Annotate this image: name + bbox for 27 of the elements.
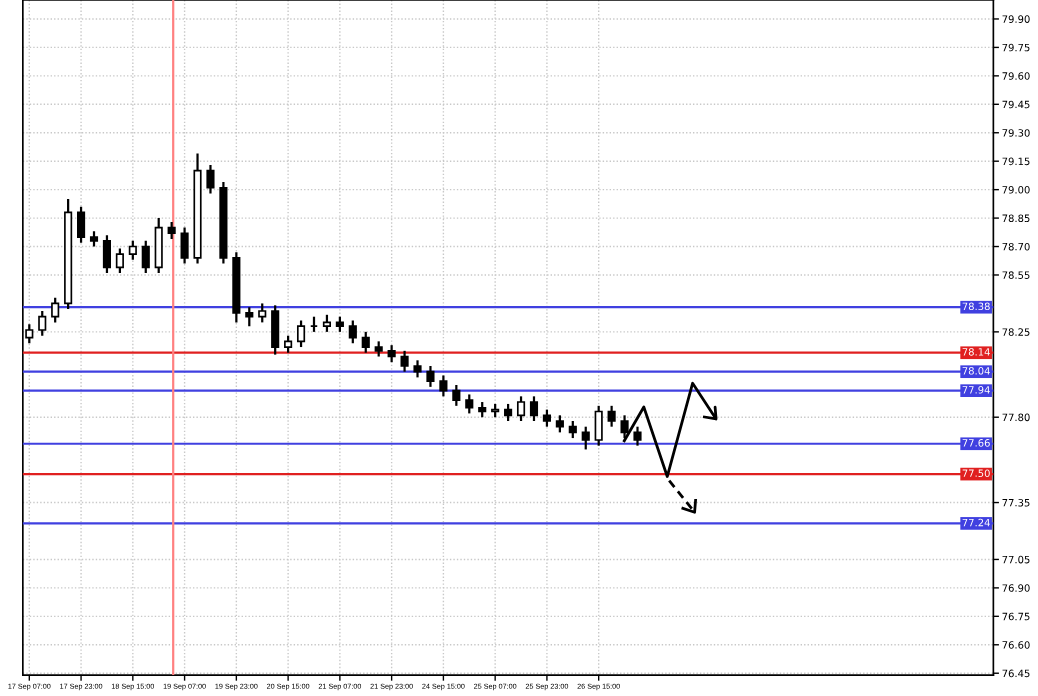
candlestick: [51, 296, 60, 324]
candlestick: [245, 306, 254, 328]
candlestick: [180, 226, 189, 265]
candlestick: [439, 374, 448, 398]
candlestick: [400, 349, 409, 373]
candlestick: [206, 163, 215, 195]
candlestick: [607, 404, 616, 428]
candlestick: [271, 304, 280, 356]
candlestick: [426, 364, 435, 388]
candlestick: [76, 205, 86, 244]
candlestick: [633, 425, 642, 447]
candlestick: [258, 302, 267, 324]
candlestick: [348, 319, 357, 345]
candlestick: [38, 309, 47, 337]
candlestick: [594, 404, 603, 447]
candlestick: [296, 319, 306, 349]
candlestick: [516, 395, 526, 423]
candlestick: [141, 239, 150, 275]
candlestick: [102, 234, 112, 275]
candlestick: [452, 383, 461, 407]
candlestick: [361, 330, 370, 354]
candlestick: [529, 395, 539, 423]
candlestick: [465, 393, 474, 415]
candlestick: [154, 216, 163, 275]
candlestick: [128, 239, 137, 261]
candlestick: [115, 247, 124, 275]
candlestick: [581, 425, 590, 451]
